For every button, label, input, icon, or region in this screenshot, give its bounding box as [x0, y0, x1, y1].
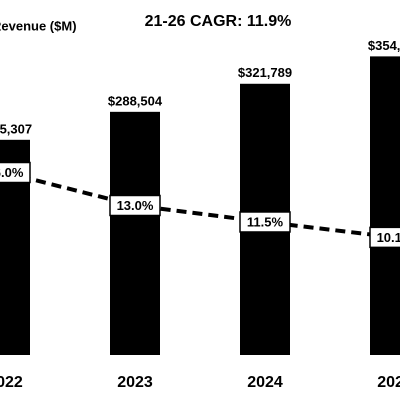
data-label-box: [109, 194, 161, 217]
data-label: $321,789: [238, 65, 292, 80]
data-label-box: [239, 211, 291, 233]
bar: [110, 111, 160, 356]
data-label: $288,504: [108, 93, 163, 108]
x-tick-label: 2022: [0, 374, 23, 391]
chart-title: 21-26 CAGR: 11.9%: [145, 13, 292, 30]
y-axis-label: Revenue ($M): [0, 18, 77, 33]
data-label: $354,290: [368, 38, 400, 53]
data-label: 10.1%: [377, 230, 400, 245]
x-tick-label: 2023: [117, 374, 153, 391]
data-label: $255,307: [0, 121, 32, 136]
line: [4, 170, 396, 240]
data-label-box: [0, 161, 31, 184]
x-tick-label: 2024: [247, 374, 283, 391]
data-label-box: [369, 226, 400, 249]
bar: [370, 56, 400, 355]
data-label: 13.0%: [117, 198, 154, 213]
data-label: 16.0%: [0, 165, 24, 180]
data-label: 11.5%: [247, 214, 284, 229]
